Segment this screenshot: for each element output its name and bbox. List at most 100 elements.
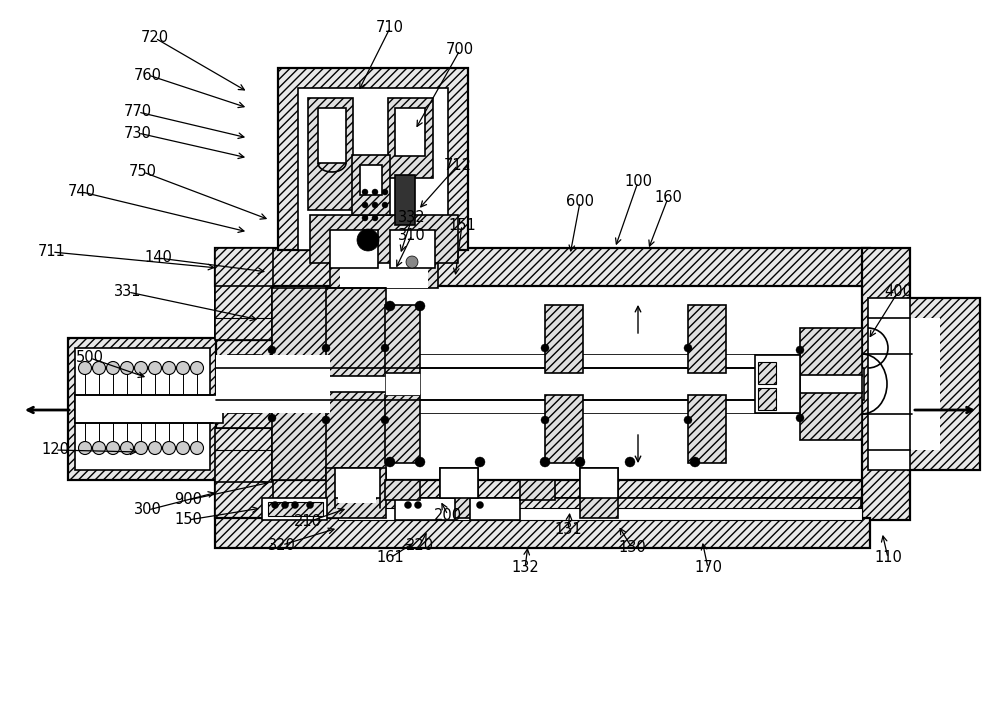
Bar (520, 480, 555, 500)
Circle shape (372, 189, 378, 195)
Circle shape (292, 501, 298, 508)
Circle shape (372, 202, 378, 208)
Bar (228, 355, 260, 413)
Text: 161: 161 (376, 550, 404, 566)
Circle shape (134, 362, 148, 374)
Circle shape (541, 416, 549, 424)
Circle shape (362, 215, 368, 221)
Bar (688, 395, 726, 463)
Bar (75, 348, 210, 470)
Circle shape (796, 346, 804, 354)
Circle shape (148, 442, 162, 454)
Bar (862, 248, 910, 520)
Bar (545, 305, 583, 373)
Circle shape (106, 442, 120, 454)
Bar (352, 155, 390, 215)
Text: 500: 500 (76, 350, 104, 366)
Circle shape (385, 301, 395, 311)
Circle shape (382, 202, 388, 208)
Bar (385, 395, 420, 463)
Bar (580, 468, 618, 498)
Text: 700: 700 (446, 43, 474, 57)
Bar (318, 108, 346, 163)
Bar (338, 478, 376, 503)
Circle shape (92, 442, 106, 454)
Circle shape (404, 501, 412, 508)
Circle shape (362, 202, 368, 208)
Circle shape (684, 416, 692, 424)
Text: 770: 770 (124, 104, 152, 120)
Circle shape (385, 457, 395, 467)
Bar (278, 68, 468, 250)
Bar (338, 508, 862, 520)
Bar (215, 480, 870, 518)
Text: 131: 131 (554, 523, 582, 537)
Bar (326, 288, 386, 376)
Bar (216, 287, 862, 481)
Text: 151: 151 (448, 218, 476, 233)
Bar (908, 298, 980, 470)
Bar (800, 328, 862, 376)
Circle shape (540, 457, 550, 467)
Circle shape (134, 442, 148, 454)
Bar (262, 498, 327, 520)
Circle shape (475, 457, 485, 467)
Text: 400: 400 (884, 284, 912, 299)
Circle shape (322, 344, 330, 352)
Bar (755, 355, 800, 413)
Text: 170: 170 (694, 561, 722, 576)
Text: 220: 220 (406, 537, 434, 552)
Bar (298, 88, 448, 250)
Bar (440, 468, 478, 518)
Circle shape (796, 414, 804, 422)
Circle shape (477, 501, 484, 508)
Bar (272, 392, 327, 480)
Circle shape (406, 256, 418, 268)
Circle shape (690, 457, 700, 467)
Circle shape (322, 416, 330, 424)
Bar (688, 305, 726, 373)
Bar (385, 305, 420, 373)
Text: 130: 130 (618, 540, 646, 555)
Bar (326, 392, 386, 480)
Text: 200: 200 (434, 508, 462, 523)
Bar (758, 362, 776, 384)
Text: 320: 320 (268, 537, 296, 552)
Text: 760: 760 (134, 67, 162, 82)
Circle shape (684, 344, 692, 352)
Circle shape (162, 362, 176, 374)
Bar (268, 502, 323, 516)
Circle shape (120, 442, 134, 454)
Circle shape (120, 362, 134, 374)
Circle shape (306, 501, 314, 508)
Bar (326, 498, 861, 518)
Bar (385, 480, 420, 500)
Circle shape (162, 442, 176, 454)
Text: 720: 720 (141, 30, 169, 45)
Bar (545, 395, 583, 463)
Bar (272, 288, 327, 376)
Bar (800, 375, 862, 393)
Bar (758, 388, 776, 410)
Bar (395, 498, 455, 520)
Circle shape (78, 442, 92, 454)
Bar (215, 248, 273, 340)
Text: 110: 110 (874, 550, 902, 566)
Text: 900: 900 (174, 493, 202, 508)
Circle shape (415, 301, 425, 311)
Bar (470, 498, 520, 520)
Bar (272, 375, 327, 393)
Circle shape (381, 416, 389, 424)
Bar (330, 248, 438, 288)
Bar (215, 248, 870, 286)
Bar (215, 448, 273, 518)
Bar (800, 392, 862, 440)
Text: 300: 300 (134, 503, 162, 518)
Bar (215, 340, 273, 448)
Circle shape (625, 457, 635, 467)
Circle shape (415, 501, 422, 508)
Bar (868, 318, 940, 450)
Bar (272, 355, 862, 413)
Bar (360, 165, 382, 195)
Bar (395, 175, 415, 225)
